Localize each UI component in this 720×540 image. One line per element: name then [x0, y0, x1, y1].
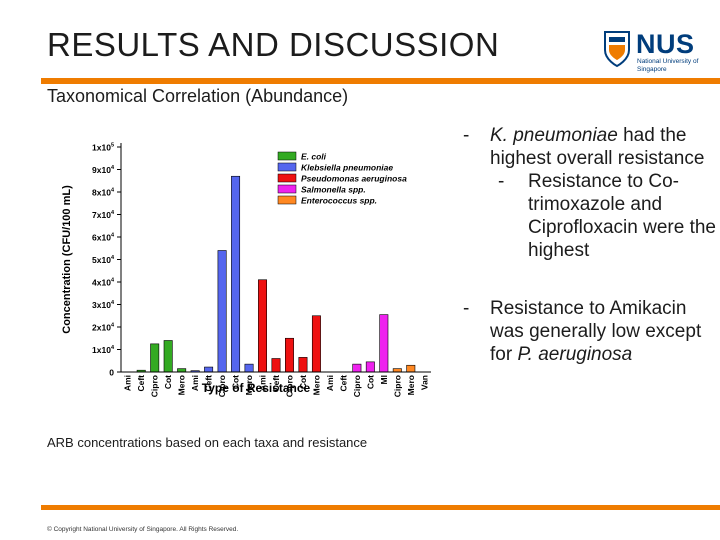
y-tick-label: 3x104 [92, 300, 115, 310]
legend-label: Klebsiella pneumoniae [301, 163, 393, 173]
finding-1-sub-text: Resistance to Co-trimoxazole and Ciprofl… [528, 171, 716, 261]
legend-swatch [277, 151, 297, 161]
finding-1-text: had the highest overall resistance [490, 125, 705, 169]
legend-label: Enterococcus spp. [301, 196, 377, 206]
finding-1-sub: - Resistance to Co-trimoxazole and Cipro… [460, 170, 720, 262]
finding-2-text: Resistance to Amikacin was generally low… [490, 298, 702, 365]
figure-caption: ARB concentrations based on each taxa an… [47, 435, 368, 450]
y-tick-label: 9x104 [92, 165, 115, 175]
copyright-notice: © Copyright National University of Singa… [47, 526, 239, 533]
x-tick-label: Ceft [204, 375, 214, 392]
bullet-dash: - [463, 125, 470, 146]
legend-swatch [277, 173, 297, 183]
y-tick-label: 0 [109, 368, 114, 378]
y-tick-label: 5x104 [92, 255, 115, 265]
logo-wordmark: NUS [636, 29, 695, 59]
y-tick-exponent: 4 [111, 300, 115, 306]
y-tick-exponent: 5 [111, 143, 114, 149]
nus-logo: NUS National University of Singapore [600, 26, 712, 76]
bar [258, 279, 267, 373]
x-tick-label: Ceft [338, 375, 348, 392]
x-axis-label: Type of Resistance [202, 381, 311, 395]
x-tick-label: Cipro [217, 375, 227, 397]
x-tick-label: Van [419, 375, 429, 390]
x-tick-label: Cot [231, 375, 241, 389]
bar [298, 357, 308, 373]
x-tick-label: Mero [406, 375, 416, 395]
x-tick-label: Ceft [271, 375, 281, 392]
bullet-dash: - [498, 171, 505, 192]
legend-label: Pseudomonas aeruginosa [301, 174, 407, 184]
legend-swatch [277, 195, 297, 205]
bullet-dash: - [463, 298, 470, 319]
x-tick-label: Ami [258, 375, 268, 391]
crest-icon [604, 31, 630, 68]
chart-panel: 0 1x104 2x104 3x104 4x104 5x104 6x104 7x104 8x10… [38, 110, 450, 398]
bar [379, 314, 389, 373]
y-tick-label: 7x104 [92, 210, 115, 220]
resistance-bar-chart: 0 1x104 2x104 3x104 4x104 5x104 6x104 7x104 8x10… [61, 143, 431, 397]
y-tick-exponent: 4 [111, 278, 115, 284]
x-tick-label: Cipro [352, 375, 362, 397]
bar [217, 250, 227, 373]
bar [406, 364, 416, 373]
y-tick-exponent: 4 [111, 323, 115, 329]
y-tick-label: 4x104 [92, 278, 115, 288]
y-tick-exponent: 4 [111, 165, 115, 171]
y-tick-label: 1x105 [92, 143, 114, 153]
y-tick-exponent: 4 [111, 210, 115, 216]
y-tick-label: 6x104 [92, 233, 115, 243]
bar [244, 363, 254, 373]
x-tick-label: Cot [163, 375, 173, 389]
bar [204, 366, 214, 373]
legend-label: E. coli [301, 152, 327, 162]
y-axis-label: Concentration (CFU/100 mL) [61, 185, 73, 334]
bar [285, 337, 294, 373]
findings-list: - K. pneumoniae had the highest overall … [460, 124, 720, 366]
header-rule [41, 78, 720, 84]
x-tick-label: Mero [244, 375, 254, 395]
legend-swatch [277, 162, 297, 172]
y-tick-exponent: 4 [111, 345, 115, 351]
bar [352, 363, 362, 373]
bar [365, 361, 375, 373]
finding-1-species: K. pneumoniae [490, 125, 618, 146]
bar [311, 315, 321, 373]
y-tick-label: 8x104 [92, 188, 115, 198]
x-tick-label: Ml [379, 375, 389, 384]
finding-2-species: P. aeruginosa [517, 344, 633, 365]
y-tick-exponent: 4 [111, 188, 115, 194]
section-subtitle: Taxonomical Correlation (Abundance) [47, 86, 349, 106]
y-tick-exponent: 4 [111, 255, 115, 261]
logo-tagline: National University of Singapore [637, 58, 699, 73]
x-tick-label: Mero [311, 375, 321, 395]
bar [177, 368, 187, 373]
y-tick-label: 2x104 [92, 323, 115, 333]
legend-label: Salmonella spp. [301, 185, 366, 195]
x-tick-label: Cot [365, 375, 375, 389]
y-tick-label: 1x104 [92, 345, 115, 355]
bar [231, 175, 241, 373]
x-tick-label: Ceft [136, 375, 146, 392]
legend-swatch [277, 184, 297, 194]
x-tick-label: Cipro [284, 375, 294, 397]
finding-2: - Resistance to Amikacin was generally l… [460, 297, 720, 366]
bar [392, 368, 402, 373]
x-tick-label: Cipro [150, 375, 160, 397]
bar [271, 358, 281, 373]
bar [150, 343, 160, 373]
x-tick-label: Cipro [392, 375, 402, 397]
page-title: RESULTS AND DISCUSSION [47, 26, 500, 63]
x-tick-label: Cot [298, 375, 308, 389]
x-tick-label: Mero [177, 375, 187, 395]
x-tick-label: Ami [123, 375, 133, 391]
y-tick-exponent: 4 [111, 233, 115, 239]
x-tick-label: Ami [190, 375, 200, 391]
x-tick-label: Ami [325, 375, 335, 391]
footer-rule [41, 505, 720, 510]
finding-1: - K. pneumoniae had the highest overall … [460, 124, 720, 170]
bar [163, 340, 173, 373]
